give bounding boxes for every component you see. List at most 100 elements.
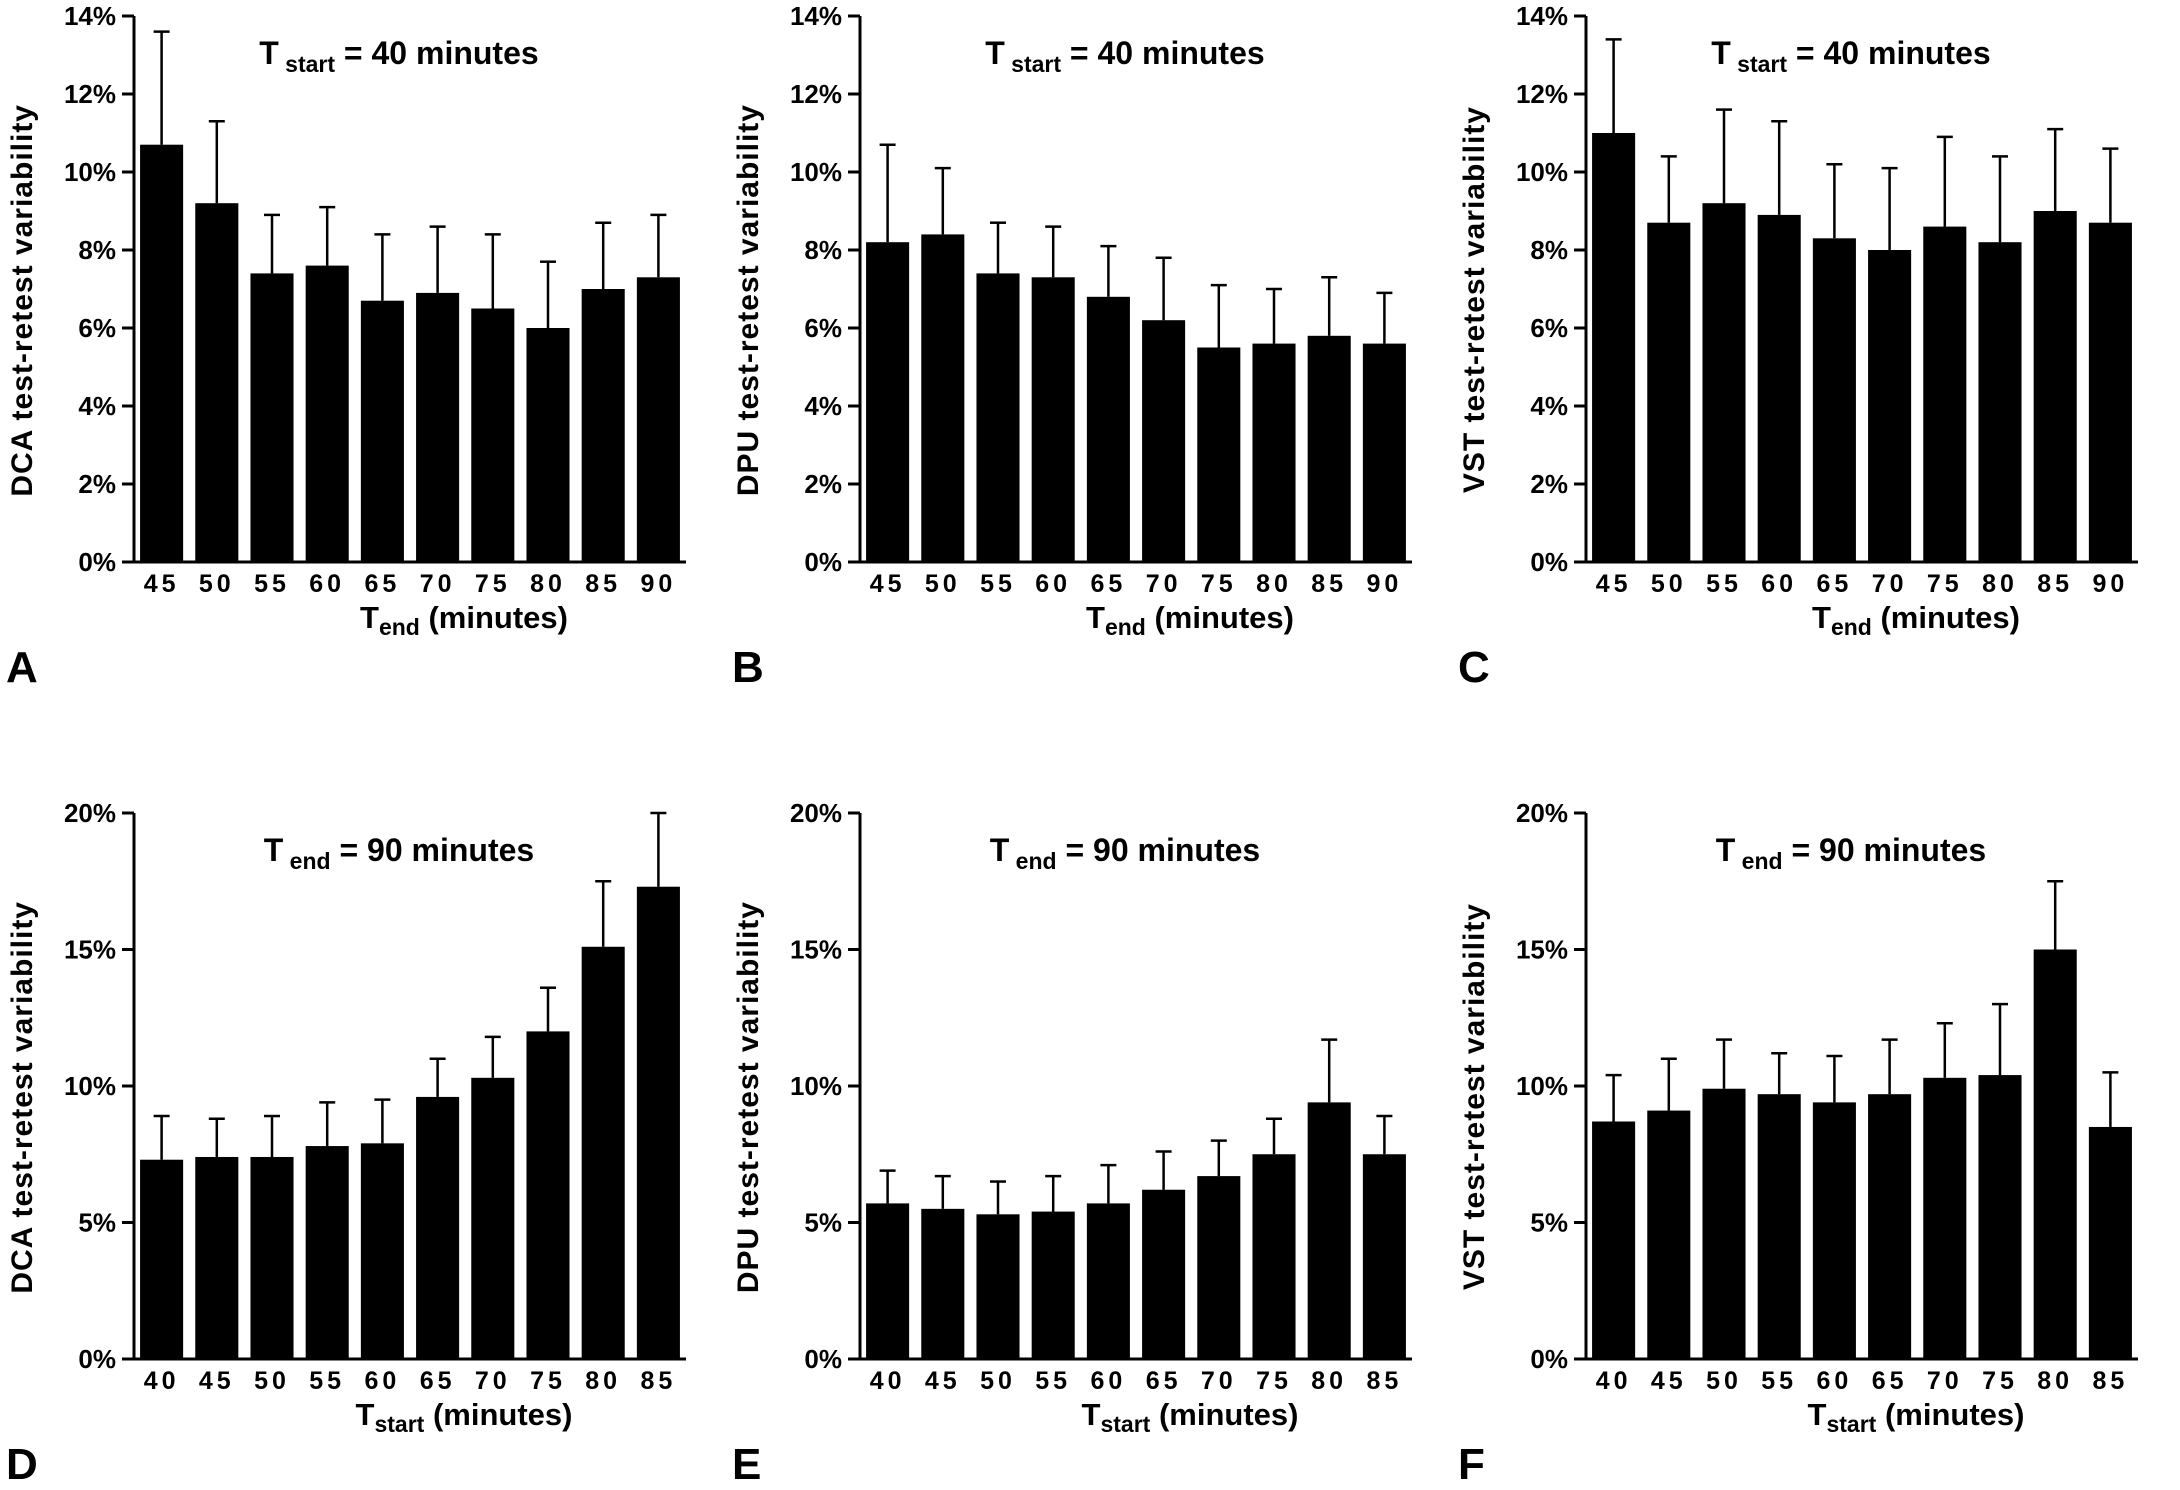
x-tick-label: 50 [980,1367,1016,1395]
y-tick-label: 8% [1530,235,1568,265]
bar-chart: 0% 5% 10% 15% 20% 40 45 50 55 60 65 70 75 80 85 T end =… [64,798,686,1395]
bar [976,1214,1020,1359]
x-axis-label-symbol: T [360,600,379,635]
bar [1197,347,1241,562]
x-axis-label-subscript: end [1830,614,1872,641]
x-tick-label: 45 [925,1367,961,1395]
x-tick-label: 80 [530,570,566,598]
x-axis-label: Tstart (minutes) [772,1397,1520,1439]
y-axis-label: DCA test-retest variability [0,0,46,600]
x-tick-label: 80 [2037,1367,2073,1395]
y-tick-label: 10% [64,157,116,187]
x-tick-label: 55 [1761,1367,1797,1395]
y-tick-label: 2% [1530,469,1568,499]
x-tick-label: 70 [475,1367,511,1395]
x-axis-label-subscript: start [1826,1411,1877,1438]
x-tick-label: 85 [2092,1367,2128,1395]
x-tick-label: 70 [1146,570,1182,598]
y-tick-label: 0% [78,547,116,577]
bar [1868,250,1912,562]
bar [921,1208,965,1359]
bar [416,292,460,562]
bar [636,277,680,562]
bar [1362,343,1406,562]
y-tick-label: 2% [78,469,116,499]
y-tick-label: 0% [1530,1344,1568,1374]
y-tick-label: 0% [78,1344,116,1374]
x-tick-label: 55 [254,570,290,598]
chart-panel-b: DPU test-retest variability 0% 2% 4% 6% 8% 10… [726,0,1452,745]
x-axis-label-units: (minutes) [1884,1397,2025,1432]
bar [2033,211,2077,562]
bar-chart: 0% 5% 10% 15% 20% 40 45 50 55 60 65 70 75 80 85 T end =… [1516,798,2138,1395]
bar [581,289,625,562]
x-axis-label-symbol: T [1807,1397,1827,1432]
x-tick-label: 85 [1366,1367,1402,1395]
y-tick-label: 15% [64,935,116,965]
x-tick-label: 70 [420,570,456,598]
panel-letter: B [732,643,764,692]
bar [1086,296,1130,562]
x-tick-label: 40 [144,1367,180,1395]
bar [305,265,349,562]
chart-panel-c: VST test-retest variability 0% 2% 4% 6% 8% 10… [1452,0,2178,745]
y-tick-label: 20% [1516,798,1568,828]
panel-main: DPU test-retest variability 0% 5% 10% 15% 20… [726,797,1452,1397]
bar [1307,335,1351,562]
bar [1142,320,1186,562]
panel-letter: D [6,1440,38,1489]
x-tick-label: 80 [585,1367,621,1395]
x-tick-label: 50 [254,1367,290,1395]
panel-main: VST test-retest variability 0% 5% 10% 15% 20… [1452,797,2178,1397]
x-tick-label: 60 [364,1367,400,1395]
panel-letter: F [1458,1440,1485,1489]
x-tick-label: 75 [530,1367,566,1395]
x-tick-label: 70 [1872,570,1908,598]
bar [921,234,965,562]
annotation: T end = 90 minutes [990,832,1260,874]
bar [250,273,294,562]
y-tick-label: 10% [790,1071,842,1101]
bar [866,242,910,562]
y-tick-label: 5% [1530,1208,1568,1238]
x-tick-label: 40 [870,1367,906,1395]
x-axis-label: Tend (minutes) [46,600,794,642]
chart-panel-f: VST test-retest variability 0% 5% 10% 15% 20… [1452,745,2178,1490]
bar [1307,1102,1351,1359]
bar [1757,214,1801,562]
x-tick-label: 45 [199,1367,235,1395]
x-tick-label: 80 [1256,570,1292,598]
x-tick-label: 60 [1035,570,1071,598]
x-tick-label: 65 [364,570,400,598]
x-tick-label: 90 [2092,570,2128,598]
bar [1812,238,1856,563]
y-axis-label: DPU test-retest variability [726,797,772,1397]
panel-main: VST test-retest variability 0% 2% 4% 6% 8% 10… [1452,0,2178,600]
x-axis-label-units: (minutes) [428,600,568,635]
x-tick-label: 55 [1035,1367,1071,1395]
x-tick-label: 65 [1146,1367,1182,1395]
bar [1812,1102,1856,1359]
y-tick-label: 15% [1516,935,1568,965]
annotation: T start = 40 minutes [1711,35,1990,77]
bar [471,308,515,562]
x-tick-label: 55 [1706,570,1742,598]
x-tick-label: 45 [1651,1367,1687,1395]
bar [1592,1121,1636,1359]
y-axis-label-text: DPU test-retest variability [732,900,765,1294]
bar [195,203,239,562]
bar [416,1096,460,1359]
x-tick-label: 90 [640,570,676,598]
x-tick-label: 60 [309,570,345,598]
y-tick-label: 8% [78,235,116,265]
x-tick-label: 75 [475,570,511,598]
y-axis-label-text: VST test-retest variability [1458,903,1491,1291]
bar [1923,226,1967,562]
y-tick-label: 12% [790,79,842,109]
bar [1647,222,1691,562]
bar [1086,1203,1130,1359]
x-tick-label: 70 [1927,1367,1963,1395]
x-tick-label: 50 [1706,1367,1742,1395]
bar-chart: 0% 2% 4% 6% 8% 10% 12% 14% 45 50 55 60 65 70 75 80 85 90 T… [64,1,686,598]
bar [636,886,680,1359]
